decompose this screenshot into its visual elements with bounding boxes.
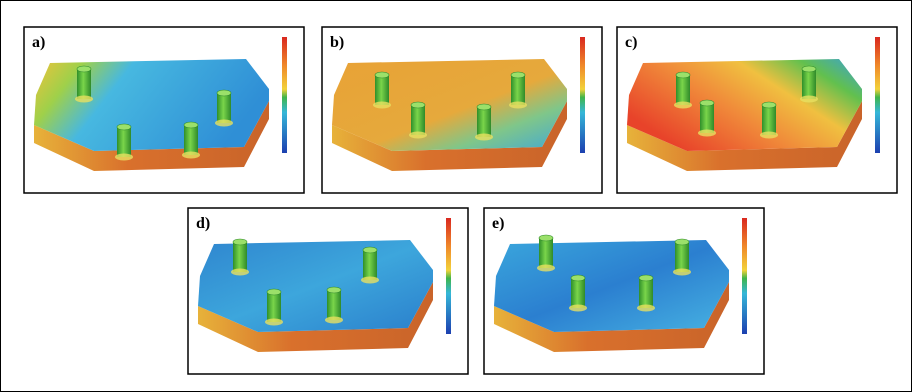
implant-cylinder [477,107,491,137]
implant-base [265,319,283,326]
implant-top [802,66,816,72]
implant-cylinder [571,278,585,308]
implant-top [762,102,776,108]
figure: a) b) c) d) e) [0,0,912,392]
implant-top [511,72,525,78]
implant-base [475,134,493,141]
color-scale [446,218,451,334]
implant-cylinder [77,69,91,99]
implant-base [115,154,133,161]
implant-cylinder [267,292,281,322]
implant-base [215,120,233,127]
implant-top [184,122,198,128]
plate-top [332,59,567,151]
implant-base [373,102,391,109]
implant-top [639,275,653,281]
implant-cylinder [327,290,341,320]
implant-top [411,102,425,108]
implant-cylinder [539,238,553,268]
implant-cylinder [511,75,525,105]
implant-base [569,305,587,312]
implant-top [77,66,91,72]
implant-cylinder [802,69,816,99]
implant-base [760,132,778,139]
implant-top [539,235,553,241]
implant-base [637,305,655,312]
panel: a) [24,27,304,193]
implant-top [117,124,131,130]
implant-base [537,265,555,272]
implant-cylinder [762,105,776,135]
implant-cylinder [375,75,389,105]
implant-top [267,289,281,295]
implant-top [676,72,690,78]
implant-base [509,102,527,109]
implant-base [75,96,93,103]
panel: e) [484,208,764,374]
implant-base [674,102,692,109]
implant-cylinder [676,75,690,105]
implant-top [675,239,689,245]
plate-top [34,59,269,151]
panel: b) [322,27,602,193]
plate-top [627,59,862,151]
implant-cylinder [184,125,198,155]
color-scale [875,37,880,153]
implant-base [409,132,427,139]
implant-top [700,100,714,106]
panel: c) [617,27,897,193]
implant-base [361,277,379,284]
plate-top [494,240,729,332]
implant-top [327,287,341,293]
implant-base [673,269,691,276]
color-scale [580,37,585,153]
panel: d) [188,208,468,374]
implant-top [217,90,231,96]
implant-top [477,104,491,110]
implant-cylinder [639,278,653,308]
implant-cylinder [700,103,714,133]
implant-top [571,275,585,281]
implant-base [231,269,249,276]
implant-top [375,72,389,78]
panel-label: e) [492,215,504,232]
implant-top [233,239,247,245]
implant-cylinder [233,242,247,272]
panel-label: c) [625,34,637,51]
panel-label: d) [196,215,210,232]
implant-base [800,96,818,103]
implant-cylinder [675,242,689,272]
implant-cylinder [217,93,231,123]
panel-label: a) [32,34,45,51]
implant-cylinder [117,127,131,157]
implant-cylinder [411,105,425,135]
color-scale [282,37,287,153]
implant-cylinder [363,250,377,280]
color-scale [742,218,747,334]
panel-label: b) [330,34,344,51]
implant-top [363,247,377,253]
implant-base [325,317,343,324]
implant-base [698,130,716,137]
implant-base [182,152,200,159]
